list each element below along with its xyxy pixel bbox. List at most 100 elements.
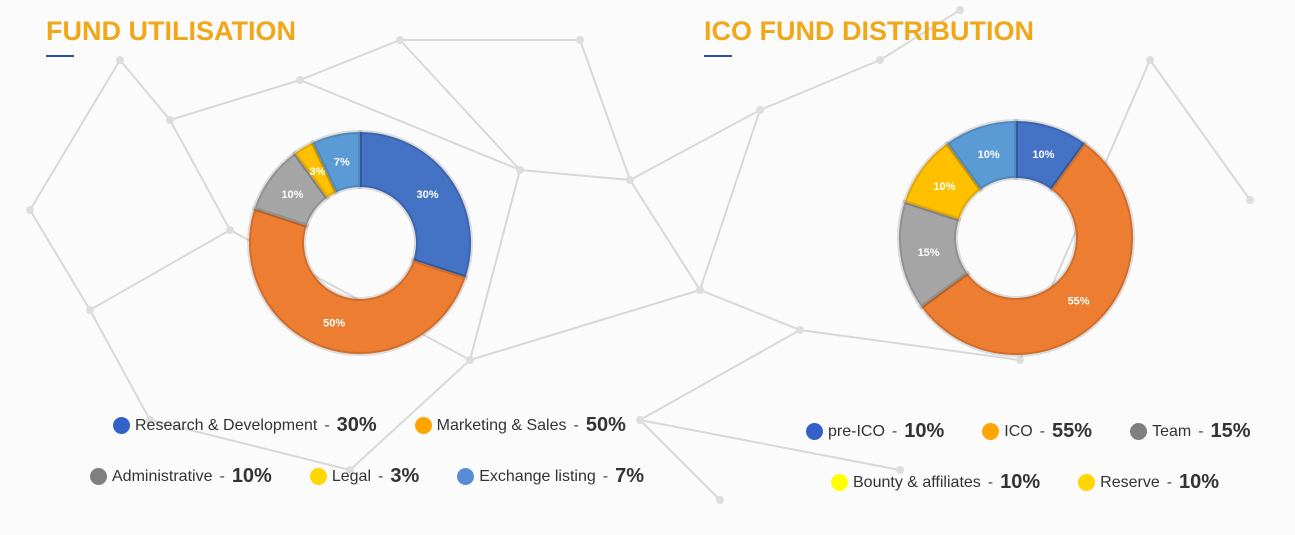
legend-value: 7% (615, 465, 644, 487)
legend-separator: - (602, 467, 609, 485)
network-line (119, 59, 171, 121)
legend-item: pre-ICO -10% (806, 420, 944, 443)
network-node (796, 326, 804, 334)
network-line (29, 209, 91, 311)
legend-dot-icon (806, 423, 823, 440)
legend-dot-icon (982, 423, 1000, 440)
legend-value: 10% (1179, 471, 1220, 493)
network-node (1246, 196, 1254, 204)
donut-slice-exchange-listing (310, 129, 362, 195)
legend-dot-icon (309, 468, 327, 485)
network-line (799, 329, 1021, 361)
fund-utilisation-title: FUND UTILISATION (46, 16, 296, 46)
legend-value: 3% (390, 465, 420, 487)
slice-label: 10% (978, 149, 1000, 161)
network-node (226, 226, 234, 234)
network-line (1149, 59, 1251, 201)
legend-item: Administrative -10% (90, 465, 272, 488)
legend-value: 50% (585, 414, 626, 436)
network-node (876, 56, 884, 64)
network-node (636, 416, 644, 424)
legend-dot-icon (113, 417, 130, 434)
network-line (629, 109, 761, 181)
donut-slice-team (897, 199, 971, 310)
legend-label: Bounty & affiliates (853, 473, 981, 491)
network-line (639, 419, 721, 501)
network-line (579, 39, 631, 181)
network-line (299, 39, 401, 81)
legend-value: 10% (904, 420, 945, 442)
network-line (169, 119, 231, 231)
network-node (626, 176, 634, 184)
legend-row: Bounty & affiliates - 10% Reserve -10% (831, 471, 1219, 494)
legend-separator: - (891, 422, 898, 440)
legend-dot-icon (831, 474, 848, 491)
slice-label: 15% (918, 247, 940, 259)
legend-label: Exchange listing (479, 467, 596, 485)
network-node (86, 306, 94, 314)
legend-separator: - (573, 416, 579, 434)
network-line (699, 289, 801, 331)
network-node (26, 206, 34, 214)
fund-utilisation-donut: 30% 50% 10% 3% 7% (247, 129, 473, 356)
legend-label: Legal (331, 467, 371, 485)
donut-slice-legal (291, 139, 339, 201)
legend-value: 15% (1210, 420, 1251, 442)
network-node (346, 466, 354, 474)
legend-dot-icon (90, 468, 107, 485)
legend-value: 10% (231, 465, 272, 487)
legend-value: 30% (336, 414, 377, 436)
legend-dot-icon (1130, 423, 1148, 440)
legend-row: pre-ICO -10% ICO -55% Team -15% (806, 420, 1251, 443)
legend-value: 55% (1052, 420, 1093, 442)
donut-slice-bounty-affiliates (902, 140, 984, 222)
legend-row: Research & Development -30% Marketing & Sa… (113, 414, 626, 437)
slice-label: 10% (933, 181, 955, 193)
network-line (469, 289, 701, 361)
donut-slice-pre-ico (1014, 118, 1088, 193)
ico-fund-distribution-donut: 10% 55% 15% 10% 10% (897, 118, 1135, 357)
network-line (879, 9, 961, 61)
legend-label: Reserve (1100, 473, 1160, 491)
legend-dot-icon (1078, 474, 1096, 491)
legend-separator: - (1198, 422, 1204, 440)
slice-label: 10% (1032, 149, 1054, 161)
network-node (516, 166, 524, 174)
network-node (1146, 56, 1154, 64)
network-line (699, 109, 761, 291)
network-node (696, 286, 704, 294)
network-line (169, 79, 301, 121)
legend-dot-icon (414, 417, 432, 434)
legend-label: Marketing & Sales (436, 416, 567, 434)
network-node (466, 356, 474, 364)
network-line (29, 59, 121, 211)
network-node (1016, 356, 1024, 364)
legend-item: Reserve -10% (1078, 471, 1219, 494)
legend-item: Research & Development -30% (113, 414, 377, 437)
network-node (716, 496, 724, 504)
network-line (149, 419, 351, 471)
legend-dot-icon (457, 468, 475, 485)
legend-item: ICO -55% (982, 420, 1092, 443)
network-node (576, 36, 584, 44)
legend-label: Team (1152, 422, 1192, 440)
slice-label: 7% (334, 157, 350, 169)
legend-separator: - (1039, 422, 1046, 440)
title-underline (704, 55, 732, 57)
network-node (396, 36, 404, 44)
slice-label: 50% (323, 317, 345, 329)
slice-label: 10% (281, 189, 303, 201)
legend-separator: - (219, 467, 225, 485)
network-node (956, 6, 964, 14)
ico-fund-distribution-title: ICO FUND DISTRIBUTION (704, 16, 1034, 46)
network-line (399, 39, 521, 171)
network-node (166, 116, 174, 124)
legend-label: Research & Development (135, 416, 318, 434)
legend-item: Exchange listing -7% (457, 465, 644, 488)
network-line (349, 359, 471, 471)
legend-separator: - (987, 473, 994, 491)
legend-label: pre-ICO (828, 422, 885, 440)
network-line (639, 419, 901, 471)
donut-slice-administrative (251, 150, 330, 229)
